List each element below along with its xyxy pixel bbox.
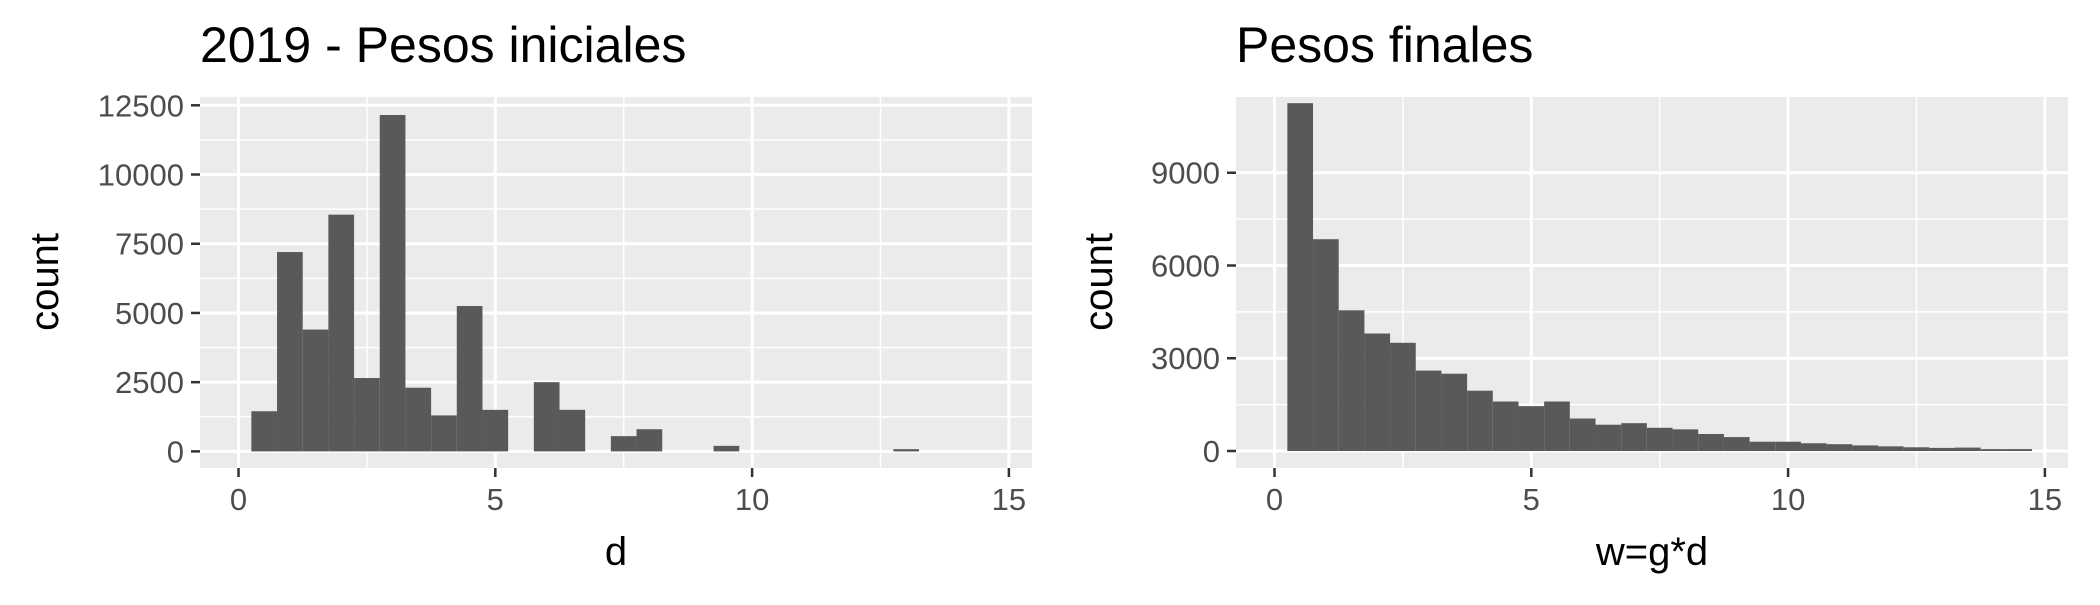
histogram-bar [251,411,278,452]
chart-title-initial: 2019 - Pesos iniciales [200,17,686,73]
x-tick-label: 5 [1523,482,1540,517]
y-axis-title-final: count [1077,233,1121,331]
histogram-bar [482,409,509,452]
y-axis-title-initial: count [23,233,67,331]
y-axis-ticks: 0 3000 6000 9000 [1151,156,1236,469]
histogram-bar [456,306,483,452]
y-tick-label: 12500 [98,88,184,123]
histogram-bar [533,382,560,452]
histogram-bar [1826,444,1853,451]
y-tick-label: 2500 [115,365,184,400]
histogram-bar [1569,418,1596,451]
y-tick-label: 9000 [1151,156,1220,191]
histogram-bar [277,252,303,452]
histogram-bar [1492,401,1519,451]
histogram-bar [1621,423,1647,451]
histogram-bar [1595,424,1622,451]
histogram-bar [1313,239,1339,451]
histogram-bars [251,114,920,452]
panel-final-weights: Pesos finales 0 5 10 15 0 3000 6000 9000 w=g*d… [1077,17,2068,574]
y-axis-ticks: 0 2500 5000 7500 10000 12500 [98,88,200,469]
histogram-bar [1800,443,1827,451]
histogram-bar [636,429,663,452]
histogram-bar [1955,447,1981,451]
histogram-bar [1903,447,1930,451]
histogram-bar [1646,427,1673,451]
histogram-bar [1518,406,1545,451]
x-axis-title-initial: d [605,530,627,574]
x-axis-ticks: 0 5 10 15 [230,468,1026,517]
histogram-bar [1672,429,1699,451]
histogram-bar [1415,370,1442,451]
histogram-bar [354,378,380,452]
histogram-bar [431,415,457,452]
y-tick-label: 0 [167,434,184,469]
y-tick-label: 3000 [1151,341,1220,376]
histogram-bar [1749,441,1776,451]
histogram-bar [1390,342,1416,451]
y-tick-label: 5000 [115,296,184,331]
histogram-bar [1980,449,2007,451]
histogram-bar [893,449,920,452]
histogram-bar [379,114,406,452]
histogram-bar [1775,441,1801,451]
x-tick-label: 15 [2028,482,2062,517]
histogram-bar [1441,373,1468,451]
histogram-bar [1287,103,1314,451]
histogram-bar [1467,390,1493,451]
x-tick-label: 10 [735,482,769,517]
histogram-bar [559,409,586,452]
chart-title-final: Pesos finales [1236,17,1533,73]
histogram-bar [1544,401,1570,451]
histogram-bar [405,387,432,452]
histogram-bars [1287,103,2033,451]
y-tick-label: 10000 [98,158,184,193]
y-tick-label: 7500 [115,227,184,262]
y-tick-label: 6000 [1151,248,1220,283]
histogram-bar [1723,437,1750,451]
histogram-bar [328,214,355,452]
histogram-bar [1929,447,1956,451]
histogram-bar [2006,449,2033,451]
x-axis-title-final: w=g*d [1595,530,1708,574]
histogram-bar [610,436,637,452]
histogram-bar [713,445,740,452]
x-tick-label: 10 [1771,482,1805,517]
histogram-bar [1338,310,1365,451]
panel-initial-weights: 2019 - Pesos iniciales 0 5 10 15 0 2500 5000 7… [23,17,1032,574]
histogram-bar [302,329,329,452]
x-tick-label: 5 [487,482,504,517]
x-axis-ticks: 0 5 10 15 [1266,468,2062,517]
histogram-bar [1877,446,1904,451]
x-tick-label: 15 [992,482,1026,517]
x-tick-label: 0 [230,482,247,517]
x-tick-label: 0 [1266,482,1283,517]
y-tick-label: 0 [1203,434,1220,469]
histogram-bar [1852,445,1878,451]
histogram-bar [1364,333,1391,451]
histogram-bar [1698,433,1724,451]
